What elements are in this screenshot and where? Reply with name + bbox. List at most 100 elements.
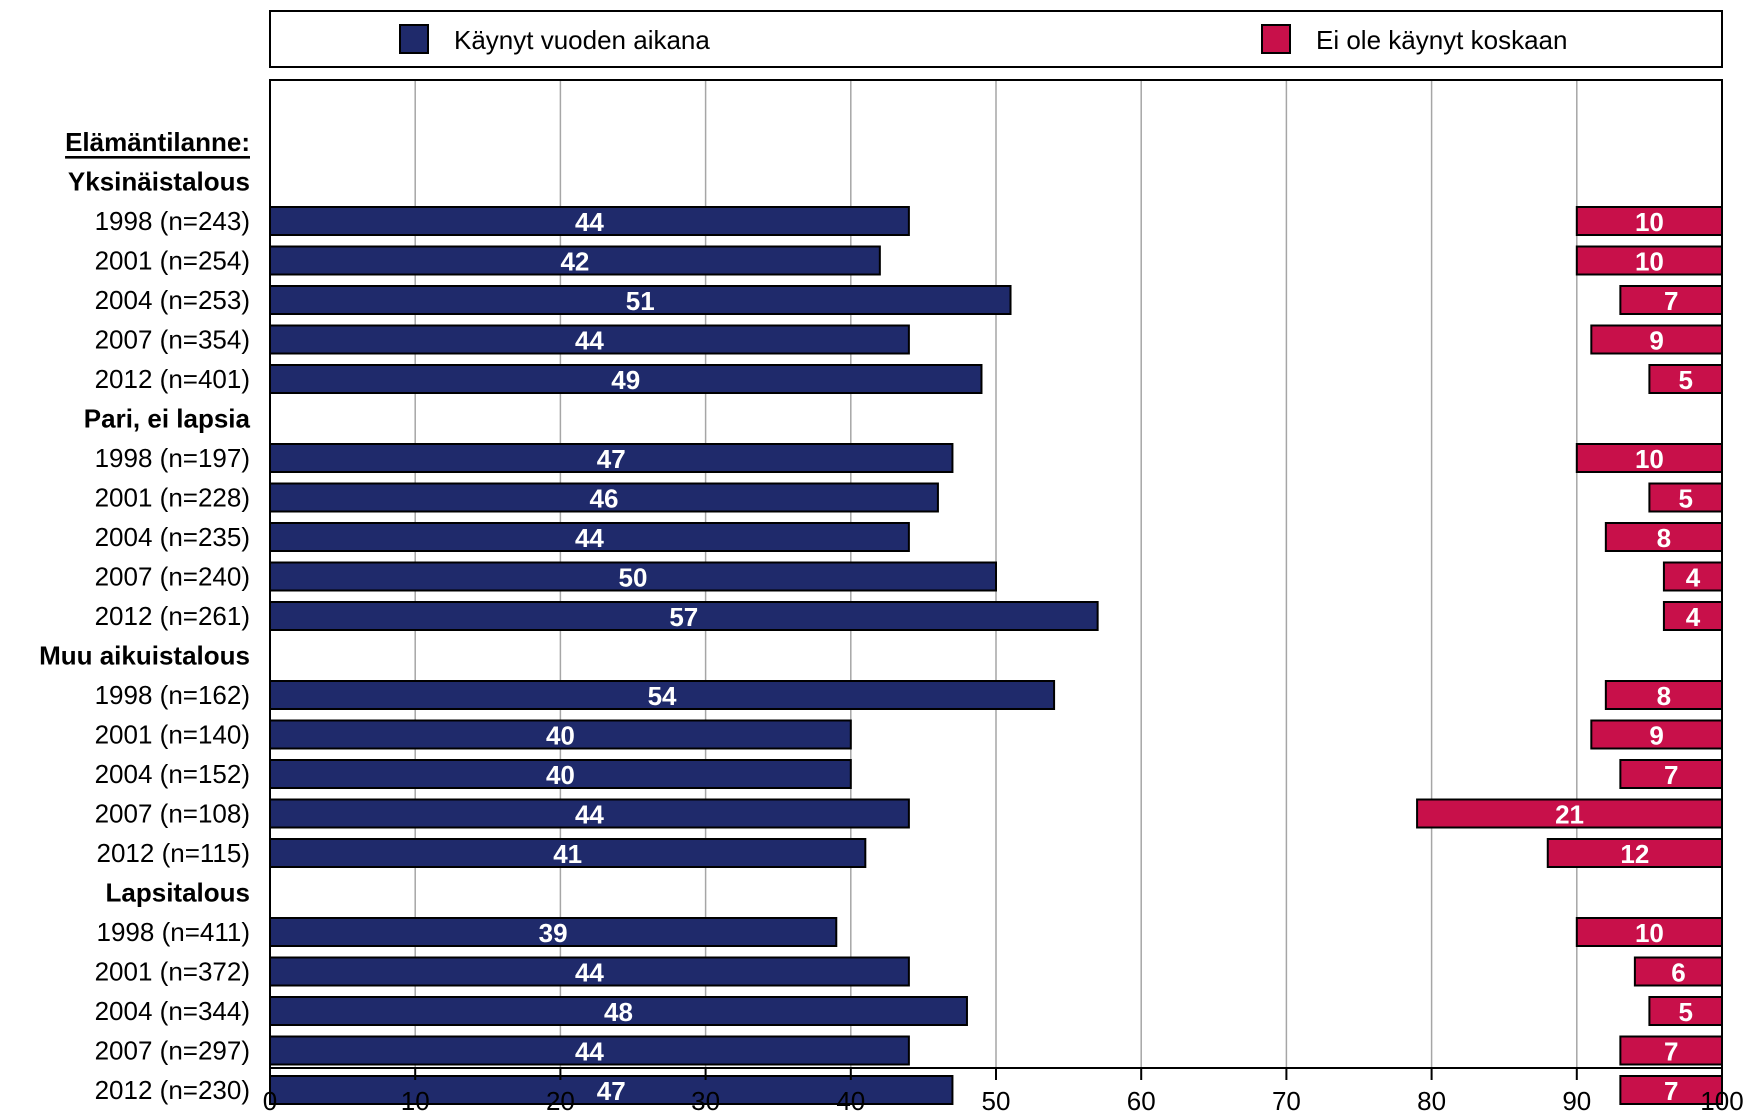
x-tick-label-30: 30 <box>691 1086 720 1116</box>
value-visited-2-1: 40 <box>546 721 575 751</box>
value-visited-2-2: 40 <box>546 760 575 790</box>
value-never-1-0: 10 <box>1635 444 1664 474</box>
bar-visited-0-1 <box>269 245 881 276</box>
value-never-1-2: 8 <box>1657 523 1671 553</box>
row-label-1-3: 2007 (n=240) <box>95 562 250 592</box>
x-tick-label-60: 60 <box>1127 1086 1156 1116</box>
x-tick-label-40: 40 <box>836 1086 865 1116</box>
bar-visited-3-3 <box>269 1035 910 1066</box>
row-label-1-1: 2001 (n=228) <box>95 483 250 513</box>
x-tick-label-50: 50 <box>982 1086 1011 1116</box>
bar-never-1-2 <box>1604 522 1723 552</box>
bar-visited-3-0 <box>269 917 838 947</box>
row-label-3-4: 2012 (n=230) <box>95 1075 250 1105</box>
value-never-0-2: 7 <box>1664 286 1678 316</box>
bar-never-1-4 <box>1662 601 1724 631</box>
legend-swatch-0 <box>399 24 429 54</box>
bar-visited-0-4 <box>269 364 983 394</box>
x-tick-label-10: 10 <box>401 1086 430 1116</box>
row-label-0-3: 2007 (n=354) <box>95 325 250 355</box>
value-never-3-3: 7 <box>1664 1037 1678 1067</box>
category-heading: Elämäntilanne: <box>65 127 250 157</box>
x-tick-label-70: 70 <box>1272 1086 1301 1116</box>
value-never-1-1: 5 <box>1678 484 1692 514</box>
bar-never-0-1 <box>1575 245 1724 276</box>
legend-box <box>269 10 1723 68</box>
row-label-0-0: 1998 (n=243) <box>95 206 250 236</box>
bar-visited-0-0 <box>269 206 910 236</box>
value-never-2-1: 9 <box>1649 721 1663 751</box>
value-never-3-1: 6 <box>1671 958 1685 988</box>
value-never-1-4: 4 <box>1686 602 1701 632</box>
value-never-0-1: 10 <box>1635 247 1664 277</box>
x-tick-label-0: 0 <box>263 1086 277 1116</box>
value-visited-3-2: 48 <box>604 997 633 1027</box>
bar-visited-3-4 <box>269 1075 954 1105</box>
row-label-0-4: 2012 (n=401) <box>95 364 250 394</box>
value-visited-2-0: 54 <box>648 681 677 711</box>
row-label-2-0: 1998 (n=162) <box>95 680 250 710</box>
value-visited-1-0: 47 <box>597 444 626 474</box>
value-visited-1-1: 46 <box>589 484 618 514</box>
value-visited-3-1: 44 <box>575 958 604 988</box>
legend-label-1: Ei ole käynyt koskaan <box>1316 25 1567 55</box>
value-never-3-4: 7 <box>1664 1076 1678 1106</box>
bar-never-2-1 <box>1590 719 1723 750</box>
value-visited-1-3: 50 <box>619 563 648 593</box>
bar-never-0-4 <box>1648 364 1724 394</box>
bar-visited-3-2 <box>269 996 968 1026</box>
row-label-1-0: 1998 (n=197) <box>95 443 250 473</box>
row-label-2-2: 2004 (n=152) <box>95 759 250 789</box>
value-visited-2-3: 44 <box>575 800 604 830</box>
row-label-1-4: 2012 (n=261) <box>95 601 250 631</box>
bar-visited-1-3 <box>269 561 997 592</box>
bar-visited-2-0 <box>269 680 1056 710</box>
value-never-2-4: 12 <box>1620 839 1649 869</box>
value-never-2-0: 8 <box>1657 681 1671 711</box>
value-visited-0-1: 42 <box>560 247 589 277</box>
bar-visited-0-2 <box>269 285 1012 315</box>
value-never-3-0: 10 <box>1635 918 1664 948</box>
value-visited-3-3: 44 <box>575 1037 604 1067</box>
value-visited-0-2: 51 <box>626 286 655 316</box>
group-label-3: Lapsitalous <box>106 878 250 908</box>
x-tick-label-80: 80 <box>1417 1086 1446 1116</box>
value-never-1-3: 4 <box>1686 563 1701 593</box>
value-visited-1-2: 44 <box>575 523 604 553</box>
value-visited-1-4: 57 <box>669 602 698 632</box>
value-visited-3-0: 39 <box>539 918 568 948</box>
value-visited-0-3: 44 <box>575 326 604 356</box>
x-tick-label-90: 90 <box>1562 1086 1591 1116</box>
bar-never-1-3 <box>1662 561 1724 592</box>
bar-never-3-3 <box>1619 1035 1723 1066</box>
bar-visited-1-4 <box>269 601 1099 631</box>
group-label-0: Yksinäistalous <box>68 167 250 197</box>
row-label-0-2: 2004 (n=253) <box>95 285 250 315</box>
row-label-3-2: 2004 (n=344) <box>95 996 250 1026</box>
bar-never-2-4 <box>1546 838 1724 868</box>
value-visited-0-0: 44 <box>575 207 604 237</box>
value-visited-2-4: 41 <box>553 839 582 869</box>
row-label-1-2: 2004 (n=235) <box>95 522 250 552</box>
row-label-2-3: 2007 (n=108) <box>95 799 250 829</box>
bar-visited-2-3 <box>269 798 910 829</box>
value-never-0-3: 9 <box>1649 326 1663 356</box>
row-label-2-4: 2012 (n=115) <box>97 838 250 868</box>
bar-visited-1-1 <box>269 482 939 513</box>
value-visited-0-4: 49 <box>611 365 640 395</box>
value-never-2-2: 7 <box>1664 760 1678 790</box>
legend-swatch-1 <box>1261 24 1291 54</box>
x-tick-label-100: 100 <box>1700 1086 1743 1116</box>
legend-label-0: Käynyt vuoden aikana <box>454 25 710 55</box>
bar-visited-1-0 <box>269 443 954 473</box>
group-label-1: Pari, ei lapsia <box>84 404 251 434</box>
bar-visited-3-1 <box>269 956 910 987</box>
row-label-3-3: 2007 (n=297) <box>95 1036 250 1066</box>
bar-visited-1-2 <box>269 522 910 552</box>
bar-never-1-1 <box>1648 482 1724 513</box>
bar-never-3-2 <box>1648 996 1724 1026</box>
row-label-3-0: 1998 (n=411) <box>97 917 250 947</box>
value-never-2-3: 21 <box>1555 800 1584 830</box>
